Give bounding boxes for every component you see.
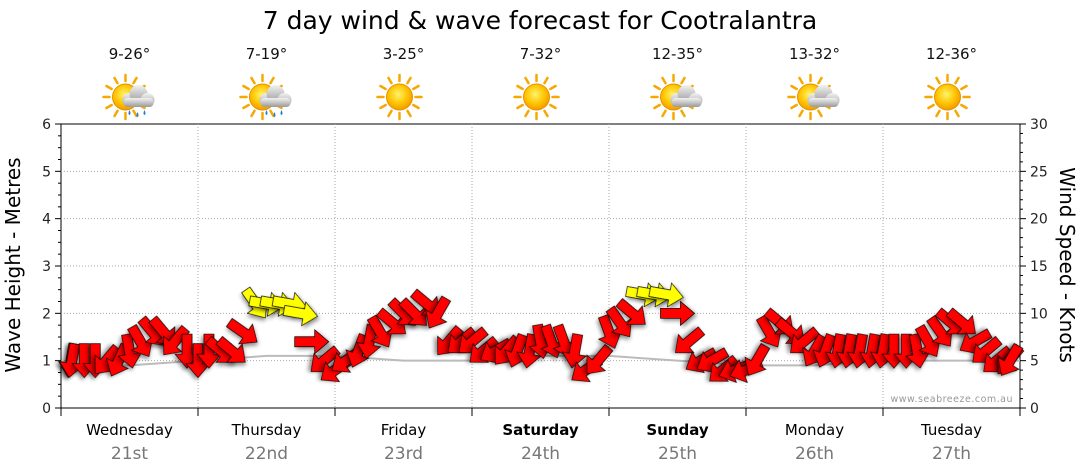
- wind-arrow: [366, 314, 393, 348]
- wind-arrow: [196, 333, 222, 369]
- wind-arrow: [215, 335, 246, 363]
- wind-arrow: [345, 333, 370, 368]
- day-name-label: Monday: [785, 421, 844, 439]
- sun-cloud-icon: [787, 73, 840, 121]
- temperature-range: 9-26°: [109, 45, 151, 63]
- wind-arrow: [648, 282, 684, 308]
- wind-arrow: [790, 326, 821, 354]
- day-name-label: Sunday: [646, 421, 709, 439]
- wind-arrow: [398, 297, 427, 326]
- wind-arrow: [117, 333, 143, 369]
- wind-arrow: [905, 333, 931, 369]
- wind-arrow: [660, 300, 696, 327]
- sun-icon: [376, 73, 423, 121]
- wind-arrow: [586, 343, 614, 375]
- wind-arrow: [516, 333, 542, 369]
- wave-tick-label: 5: [42, 164, 51, 180]
- sun-icon: [513, 73, 560, 121]
- wind-arrow: [425, 295, 452, 329]
- day-date-label: 26th: [795, 444, 834, 464]
- wind-speed-axis-title: Wind Speed - Knots: [1055, 167, 1079, 363]
- wave-tick-label: 3: [42, 259, 51, 275]
- wind-tick-label: 10: [1030, 306, 1048, 322]
- wave-tick-label: 6: [42, 117, 51, 133]
- temperature-range: 12-36°: [926, 45, 977, 63]
- wave-height-axis-title: Wave Height - Metres: [1, 157, 25, 372]
- day-name-label: Wednesday: [86, 421, 173, 439]
- sun-cloud-icon: [650, 73, 703, 121]
- wave-tick-label: 0: [42, 401, 51, 417]
- sun-icon: [924, 73, 971, 121]
- wave-tick-label: 4: [42, 212, 51, 228]
- wind-arrow: [561, 333, 587, 369]
- wind-arrow: [294, 328, 330, 355]
- wind-arrow: [997, 342, 1024, 376]
- day-name-label: Friday: [381, 421, 427, 439]
- wind-arrow: [185, 343, 211, 379]
- wind-tick-label: 30: [1030, 117, 1048, 133]
- temperature-range: 7-32°: [520, 45, 562, 63]
- day-date-label: 22nd: [245, 444, 288, 464]
- wind-arrow: [163, 325, 190, 356]
- day-axis: Wednesday 21st Thursday 22nd Friday 23rd Satur…: [86, 421, 982, 464]
- day-name-label: Thursday: [231, 421, 302, 439]
- wind-tick-label: 20: [1030, 212, 1048, 228]
- credit-text: www.seabreeze.com.au: [891, 394, 1014, 405]
- day-date-label: 27th: [932, 444, 971, 464]
- wind-speed-axis: 0 5 10 15 20 25 30: [1020, 117, 1048, 417]
- wind-arrow-series: [57, 282, 1025, 384]
- temperature-row: 9-26° 7-19° 3-25° 7-32° 12-35° 13-32° 12-36°: [109, 45, 977, 63]
- day-date-label: 21st: [111, 444, 148, 464]
- sun-cloud-rain-icon: [102, 73, 155, 121]
- wind-arrow: [375, 307, 406, 335]
- day-date-label: 24th: [521, 444, 560, 464]
- wave-tick-label: 1: [42, 354, 51, 370]
- wind-arrow: [225, 317, 258, 345]
- day-name-label: Tuesday: [920, 421, 982, 439]
- wind-tick-label: 25: [1030, 164, 1048, 180]
- wind-arrow: [605, 305, 632, 338]
- chart-title: 7 day wind & wave forecast for Cootralan…: [263, 6, 818, 35]
- day-date-label: 25th: [658, 444, 697, 464]
- sun-cloud-rain-icon: [239, 73, 292, 121]
- wind-arrow: [282, 301, 319, 327]
- temperature-range: 3-25°: [383, 45, 425, 63]
- wind-arrow: [675, 326, 706, 354]
- wind-tick-label: 5: [1030, 354, 1039, 370]
- wind-arrow: [615, 298, 646, 325]
- temperature-range: 7-19°: [246, 45, 288, 63]
- day-name-label: Saturday: [502, 421, 579, 439]
- wind-arrow: [755, 314, 782, 348]
- wave-height-axis: 0 1 2 3 4 5 6: [42, 117, 61, 417]
- wind-arrow: [744, 342, 771, 376]
- temperature-range: 12-35°: [652, 45, 703, 63]
- weather-icon-row: [102, 73, 971, 121]
- wave-tick-label: 2: [42, 306, 51, 322]
- wind-arrow: [926, 314, 953, 347]
- wind-tick-label: 15: [1030, 259, 1048, 275]
- wind-tick-label: 0: [1030, 401, 1039, 417]
- temperature-range: 13-32°: [789, 45, 840, 63]
- day-date-label: 23rd: [384, 444, 423, 464]
